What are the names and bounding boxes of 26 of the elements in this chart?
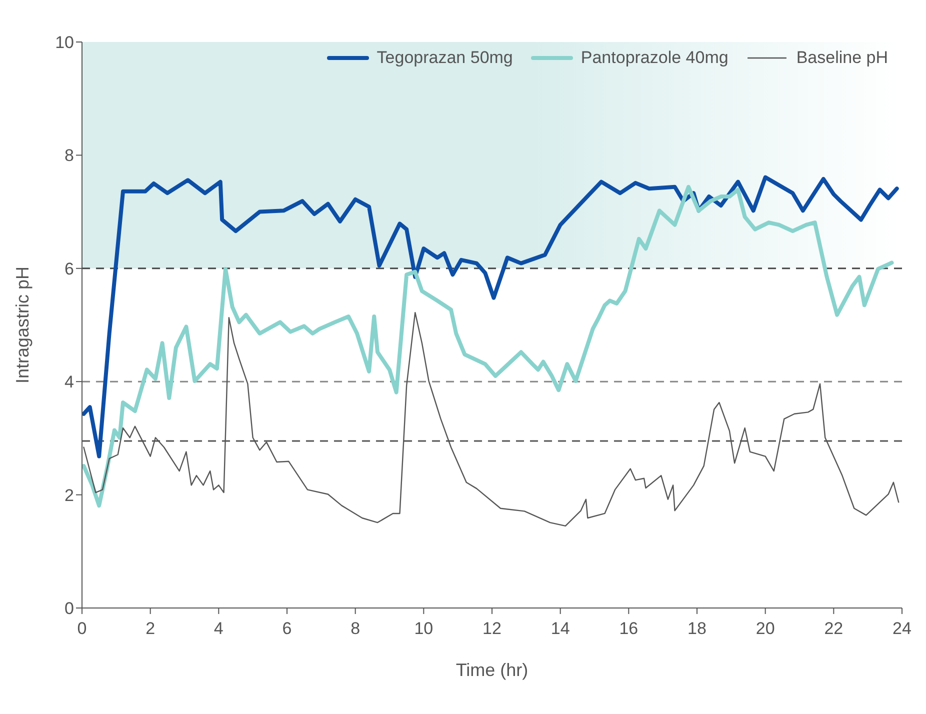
- x-tick-label: 4: [214, 619, 224, 638]
- y-tick-label: 8: [64, 146, 74, 166]
- x-tick-label: 8: [350, 619, 360, 638]
- legend-label: Baseline pH: [796, 48, 888, 68]
- y-tick-label: 4: [64, 372, 74, 392]
- line-series: [82, 184, 894, 508]
- y-tick-label: 6: [64, 259, 74, 278]
- y-tick-label: 2: [64, 486, 74, 505]
- x-tick-label: 6: [282, 619, 292, 638]
- legend-label: Pantoprazole 40mg: [580, 48, 728, 68]
- x-tick-label: 22: [824, 619, 844, 638]
- y-tick-label: 0: [64, 599, 74, 618]
- line-series: [82, 175, 899, 458]
- y-axis-title: Intragastric pH: [12, 266, 32, 384]
- x-tick-label: 10: [414, 619, 434, 638]
- x-axis-title: Time (hr): [456, 660, 528, 680]
- x-tick-label: 2: [146, 619, 156, 638]
- x-tick-label: 18: [688, 619, 706, 638]
- x-tick-label: 24: [892, 619, 912, 638]
- x-tick-label: 0: [77, 619, 87, 638]
- legend-label: Tegoprazan 50mg: [376, 48, 513, 68]
- x-tick-label: 14: [550, 619, 570, 638]
- x-tick-label: 20: [756, 619, 775, 638]
- x-tick-label: 12: [482, 619, 502, 638]
- y-tick-label: 10: [55, 33, 74, 52]
- x-tick-label: 16: [619, 619, 638, 638]
